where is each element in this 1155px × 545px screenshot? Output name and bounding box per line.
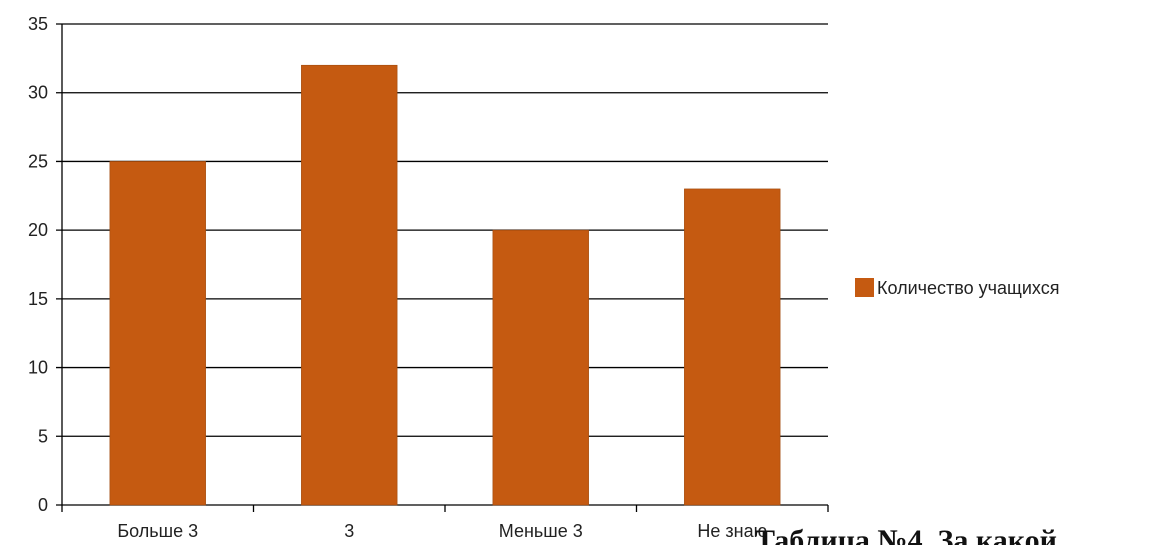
y-tick-label: 30: [28, 83, 48, 103]
x-tick-labels: Больше 3 3 Меньше 3 Не знаю: [117, 521, 767, 541]
y-tick-labels: 0 5 10 15 20 25 30 35: [28, 14, 48, 515]
bar-1: [109, 161, 206, 506]
bar-3: [492, 229, 589, 506]
y-tick-label: 20: [28, 220, 48, 240]
y-tick-label: 10: [28, 358, 48, 378]
x-tick-label: 3: [344, 521, 354, 541]
bar-2: [301, 64, 398, 506]
x-tick-label: Не знаю: [697, 521, 767, 541]
x-tick-label: Меньше 3: [499, 521, 583, 541]
bars: [109, 64, 781, 506]
legend-label: Количество учащихся: [877, 278, 1059, 298]
y-tick-label: 35: [28, 14, 48, 34]
y-tick-label: 15: [28, 289, 48, 309]
x-tick-label: Больше 3: [117, 521, 198, 541]
y-tick-label: 5: [38, 426, 48, 446]
bar-4: [684, 188, 781, 506]
axes: [61, 24, 829, 512]
legend-swatch: [855, 278, 874, 297]
legend: Количество учащихся: [855, 278, 1059, 298]
y-tick-label: 0: [38, 495, 48, 515]
y-tick-label: 25: [28, 151, 48, 171]
